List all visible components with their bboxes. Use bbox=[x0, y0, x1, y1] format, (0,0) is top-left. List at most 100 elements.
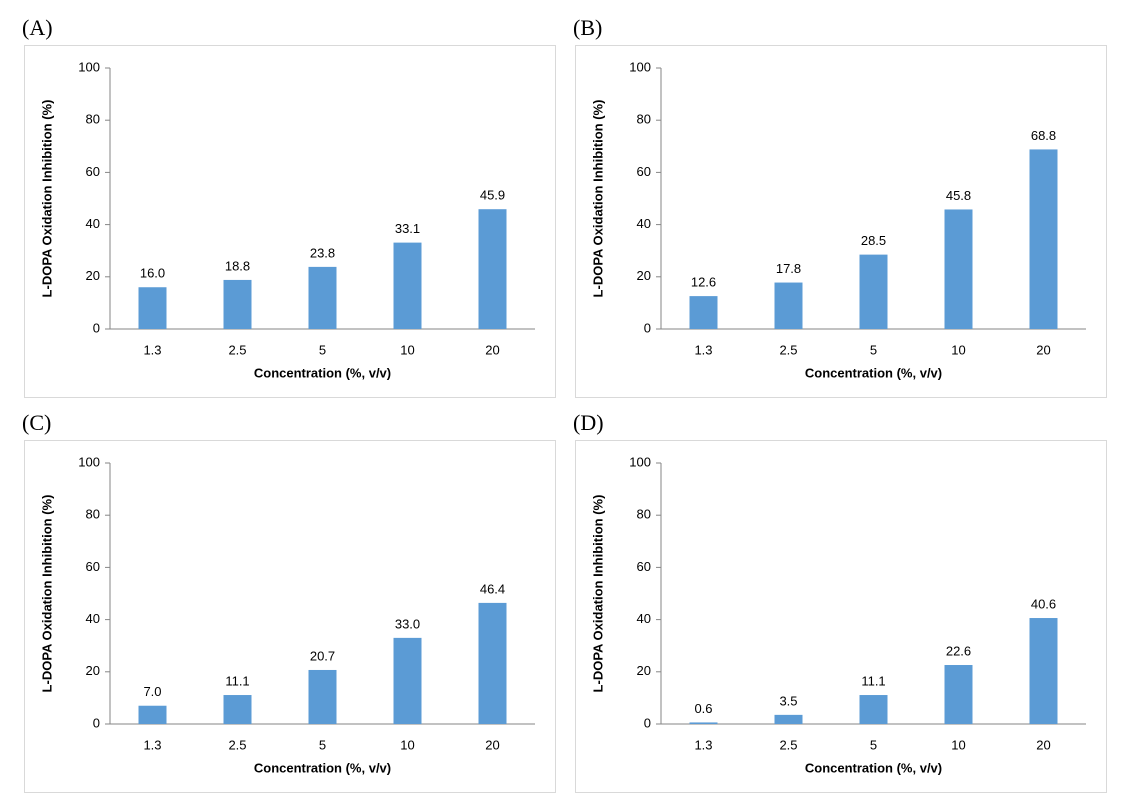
y-tick-label: 60 bbox=[86, 164, 100, 179]
panel-label: (B) bbox=[573, 15, 602, 40]
x-tick-label: 10 bbox=[951, 342, 965, 357]
value-label: 22.6 bbox=[946, 643, 971, 658]
y-tick-label: 40 bbox=[86, 611, 100, 626]
x-tick-label: 5 bbox=[319, 737, 326, 752]
x-axis-title: Concentration (%, v/v) bbox=[254, 365, 391, 380]
x-tick-label: 5 bbox=[870, 342, 877, 357]
y-tick-label: 40 bbox=[86, 216, 100, 231]
x-tick-label: 2.5 bbox=[779, 737, 797, 752]
value-label: 7.0 bbox=[143, 684, 161, 699]
value-label: 20.7 bbox=[310, 648, 335, 663]
x-tick-label: 20 bbox=[1036, 737, 1050, 752]
y-tick-label: 80 bbox=[637, 112, 651, 127]
y-tick-label: 80 bbox=[637, 507, 651, 522]
y-tick-label: 20 bbox=[86, 663, 100, 678]
bar bbox=[944, 209, 973, 329]
value-label: 23.8 bbox=[310, 245, 335, 260]
chart-frame bbox=[24, 440, 556, 793]
x-tick-label: 10 bbox=[951, 737, 965, 752]
bar bbox=[138, 705, 167, 724]
bar bbox=[689, 296, 718, 329]
bar bbox=[689, 722, 718, 724]
y-tick-label: 80 bbox=[86, 507, 100, 522]
value-label: 68.8 bbox=[1031, 128, 1056, 143]
x-tick-label: 20 bbox=[1036, 342, 1050, 357]
y-tick-label: 0 bbox=[93, 715, 100, 730]
value-label: 17.8 bbox=[776, 261, 801, 276]
bar bbox=[859, 695, 888, 724]
y-tick-label: 20 bbox=[637, 268, 651, 283]
y-tick-label: 60 bbox=[637, 164, 651, 179]
value-label: 33.0 bbox=[395, 616, 420, 631]
panel-label: (D) bbox=[573, 410, 604, 435]
value-label: 28.5 bbox=[861, 233, 886, 248]
x-tick-label: 1.3 bbox=[694, 737, 712, 752]
y-tick-label: 20 bbox=[637, 663, 651, 678]
bar bbox=[308, 266, 337, 329]
bar bbox=[1029, 149, 1058, 329]
y-tick-label: 100 bbox=[629, 454, 651, 469]
y-tick-label: 0 bbox=[644, 715, 651, 730]
x-tick-label: 10 bbox=[400, 737, 414, 752]
value-label: 45.8 bbox=[946, 188, 971, 203]
y-tick-label: 0 bbox=[644, 320, 651, 335]
value-label: 45.9 bbox=[480, 188, 505, 203]
value-label: 3.5 bbox=[779, 693, 797, 708]
y-tick-label: 40 bbox=[637, 216, 651, 231]
y-axis-title: L-DOPA Oxidation Inhibition (%) bbox=[39, 100, 54, 298]
value-label: 33.1 bbox=[395, 221, 420, 236]
chart-frame bbox=[24, 45, 556, 398]
chart-frame bbox=[575, 45, 1107, 398]
x-axis-title: Concentration (%, v/v) bbox=[805, 365, 942, 380]
x-axis-title: Concentration (%, v/v) bbox=[805, 760, 942, 775]
x-tick-label: 20 bbox=[485, 342, 499, 357]
x-tick-label: 20 bbox=[485, 737, 499, 752]
y-tick-label: 60 bbox=[86, 559, 100, 574]
bar bbox=[478, 209, 507, 329]
x-tick-label: 1.3 bbox=[694, 342, 712, 357]
y-axis-title: L-DOPA Oxidation Inhibition (%) bbox=[590, 100, 605, 298]
y-tick-label: 60 bbox=[637, 559, 651, 574]
bar bbox=[944, 665, 973, 724]
bar bbox=[859, 254, 888, 329]
x-axis-title: Concentration (%, v/v) bbox=[254, 760, 391, 775]
x-tick-label: 5 bbox=[870, 737, 877, 752]
panel-label: (C) bbox=[22, 410, 51, 435]
bar bbox=[774, 714, 803, 724]
value-label: 11.1 bbox=[861, 673, 885, 688]
bar bbox=[393, 242, 422, 329]
x-tick-label: 2.5 bbox=[228, 737, 246, 752]
value-label: 12.6 bbox=[691, 275, 716, 290]
y-tick-label: 100 bbox=[629, 59, 651, 74]
bar bbox=[478, 602, 507, 724]
value-label: 11.1 bbox=[225, 673, 249, 688]
x-tick-label: 2.5 bbox=[779, 342, 797, 357]
x-tick-label: 5 bbox=[319, 342, 326, 357]
y-tick-label: 20 bbox=[86, 268, 100, 283]
value-label: 46.4 bbox=[480, 581, 505, 596]
y-tick-label: 80 bbox=[86, 112, 100, 127]
x-tick-label: 10 bbox=[400, 342, 414, 357]
bar bbox=[393, 637, 422, 724]
value-label: 40.6 bbox=[1031, 596, 1056, 611]
bar bbox=[774, 282, 803, 329]
x-tick-label: 1.3 bbox=[143, 342, 161, 357]
y-axis-title: L-DOPA Oxidation Inhibition (%) bbox=[39, 495, 54, 693]
y-tick-label: 100 bbox=[78, 454, 100, 469]
y-axis-title: L-DOPA Oxidation Inhibition (%) bbox=[590, 495, 605, 693]
panel-label: (A) bbox=[22, 15, 53, 40]
value-label: 16.0 bbox=[140, 266, 165, 281]
chart-frame bbox=[575, 440, 1107, 793]
bar bbox=[223, 695, 252, 724]
bar bbox=[308, 669, 337, 724]
y-tick-label: 40 bbox=[637, 611, 651, 626]
x-tick-label: 2.5 bbox=[228, 342, 246, 357]
bar bbox=[138, 287, 167, 329]
bar bbox=[223, 279, 252, 329]
x-tick-label: 1.3 bbox=[143, 737, 161, 752]
bar bbox=[1029, 618, 1058, 724]
value-label: 0.6 bbox=[694, 701, 712, 716]
y-tick-label: 100 bbox=[78, 59, 100, 74]
y-tick-label: 0 bbox=[93, 320, 100, 335]
